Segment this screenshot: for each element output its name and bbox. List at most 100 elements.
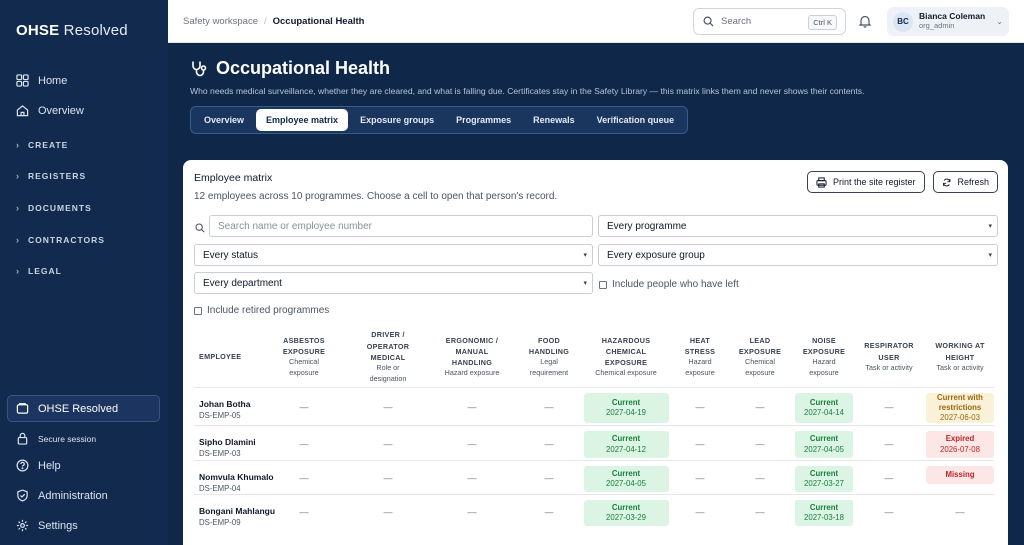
global-search[interactable]: Search Ctrl K	[693, 8, 846, 35]
programme-select[interactable]: Every programme ▾	[598, 215, 998, 237]
chevron-down-icon: ▾	[988, 223, 992, 230]
breadcrumb-link[interactable]: Safety workspace	[183, 16, 258, 27]
tab-renewals[interactable]: Renewals	[533, 115, 575, 125]
department-select[interactable]: Every department ▾	[194, 272, 593, 294]
matrix-cell-empty[interactable]: —	[383, 507, 393, 517]
checkbox[interactable]	[194, 306, 202, 315]
matrix-cell-current[interactable]: Current 2027-04-12	[583, 431, 669, 458]
checkbox[interactable]	[599, 280, 607, 289]
printer-icon	[816, 176, 827, 188]
matrix-cell-empty[interactable]: —	[695, 473, 705, 483]
matrix-cell-empty[interactable]: —	[299, 507, 309, 517]
sidebar: OHSE Resolved Home Overview › CREATE › REG…	[0, 0, 168, 545]
page-title: Occupational Health	[216, 58, 391, 78]
sidebar-item-home[interactable]: Home	[16, 74, 67, 87]
tab-exposure-groups[interactable]: Exposure groups	[360, 115, 435, 125]
matrix-cell-empty[interactable]: —	[383, 438, 393, 449]
matrix-cell-current[interactable]: Current 2027-04-14	[795, 393, 853, 423]
matrix-cell-empty[interactable]: —	[467, 473, 477, 483]
refresh-button[interactable]: Refresh	[933, 171, 998, 193]
matrix-cell-empty[interactable]: —	[755, 438, 765, 449]
matrix-cell-empty[interactable]: —	[544, 402, 554, 412]
sidebar-section-create[interactable]: › CREATE	[16, 140, 69, 150]
tab-overview[interactable]: Overview	[204, 115, 245, 125]
sidebar-section-registers[interactable]: › REGISTERS	[16, 171, 87, 181]
panel-title: Employee matrix	[194, 172, 273, 184]
employee-search-input[interactable]: Search name or employee number	[209, 215, 593, 237]
matrix-cell-empty[interactable]: —	[884, 507, 894, 517]
page-subtitle: Who needs medical surveillance, whether …	[190, 86, 865, 96]
employee-name[interactable]: Nomvula Khumalo	[199, 472, 274, 482]
include-left-checkbox[interactable]: Include people who have left	[599, 279, 739, 290]
user-menu[interactable]: BC Bianca Coleman org_admin ⌄	[887, 7, 1009, 36]
sidebar-item-label: Home	[38, 74, 68, 87]
print-register-button[interactable]: Print the site register	[807, 171, 925, 193]
matrix-cell-empty[interactable]: —	[299, 473, 309, 483]
matrix-cell-empty[interactable]: —	[884, 402, 894, 412]
column-header[interactable]: FOOD HANDLING Legal requirement	[528, 336, 570, 378]
matrix-cell-current[interactable]: Current 2027-04-19	[583, 393, 669, 423]
column-header[interactable]: HAZARDOUS CHEMICAL EXPOSURE Chemical exposu…	[595, 335, 657, 378]
sidebar-item-overview[interactable]: Overview	[16, 104, 84, 117]
matrix-cell-current[interactable]: Current 2027-04-05	[795, 431, 853, 458]
matrix-cell-restrict[interactable]: Current with restrictions 2027-06-03	[926, 393, 994, 423]
matrix-cell-empty[interactable]: —	[695, 402, 705, 412]
status-select[interactable]: Every status ▾	[194, 244, 593, 266]
bell-icon[interactable]	[858, 14, 872, 28]
column-header[interactable]: ERGONOMIC / MANUAL HANDLING Hazard exposure	[444, 335, 500, 378]
home-icon	[16, 105, 29, 117]
sidebar-section-contractors[interactable]: › CONTRACTORS	[16, 235, 105, 245]
matrix-cell-empty[interactable]: —	[544, 507, 554, 517]
matrix-cell-empty[interactable]: —	[755, 473, 765, 483]
column-header[interactable]: RESPIRATOR USER Task or activity	[864, 341, 914, 372]
matrix-cell-empty[interactable]: —	[299, 438, 309, 449]
sidebar-section-documents[interactable]: › DOCUMENTS	[16, 203, 92, 213]
matrix-cell-empty[interactable]: —	[955, 507, 965, 517]
tab-verification-queue[interactable]: Verification queue	[596, 115, 675, 125]
matrix-cell-empty[interactable]: —	[467, 507, 477, 517]
org-switcher[interactable]: OHSE Resolved	[7, 395, 160, 422]
employee-name[interactable]: Bongani Mahlangu	[199, 506, 276, 516]
tab-programmes[interactable]: Programmes	[456, 115, 512, 125]
matrix-cell-empty[interactable]: —	[884, 438, 894, 449]
column-header[interactable]: LEAD EXPOSURE Chemical exposure	[738, 336, 782, 378]
matrix-cell-empty[interactable]: —	[544, 473, 554, 483]
employee-number: DS-EMP-04	[199, 484, 241, 493]
matrix-cell-empty[interactable]: —	[467, 402, 477, 412]
matrix-cell-current[interactable]: Current 2027-03-29	[583, 500, 669, 526]
tab-employee-matrix[interactable]: Employee matrix	[256, 109, 349, 131]
sidebar-item-help[interactable]: Help	[16, 459, 61, 472]
matrix-cell-empty[interactable]: —	[467, 438, 477, 449]
matrix-cell-empty[interactable]: —	[755, 507, 765, 517]
matrix-cell-empty[interactable]: —	[544, 438, 554, 449]
matrix-cell-empty[interactable]: —	[695, 438, 705, 449]
employee-number: DS-EMP-03	[199, 449, 241, 458]
employee-name[interactable]: Sipho Dlamini	[199, 437, 256, 447]
chevron-right-icon: ›	[16, 266, 20, 276]
employee-name[interactable]: Johan Botha	[199, 399, 251, 409]
sidebar-item-settings[interactable]: Settings	[16, 519, 78, 532]
brand-logo[interactable]: OHSE Resolved	[16, 22, 128, 39]
matrix-cell-current[interactable]: Current 2027-03-18	[795, 500, 853, 526]
matrix-cell-missing[interactable]: Missing	[926, 466, 994, 484]
matrix-cell-current[interactable]: Current 2027-04-05	[583, 466, 669, 492]
matrix-cell-empty[interactable]: —	[884, 473, 894, 483]
matrix-cell-expired[interactable]: Expired 2026-07-08	[926, 431, 994, 458]
column-header[interactable]: HEAT STRESS Hazard exposure	[684, 336, 716, 378]
exposure-group-select[interactable]: Every exposure group ▾	[598, 244, 998, 266]
sidebar-item-administration[interactable]: Administration	[16, 489, 108, 502]
matrix-cell-empty[interactable]: —	[299, 402, 309, 412]
matrix-cell-empty[interactable]: —	[695, 507, 705, 517]
column-header[interactable]: WORKING AT HEIGHT Task or activity	[935, 341, 985, 372]
matrix-cell-empty[interactable]: —	[383, 473, 393, 483]
column-header[interactable]: DRIVER / OPERATOR MEDICAL Role or designatio…	[366, 330, 410, 383]
include-retired-checkbox[interactable]: Include retired programmes	[194, 305, 329, 316]
matrix-cell-current[interactable]: Current 2027-03-27	[795, 466, 853, 492]
column-header[interactable]: NOISE EXPOSURE Hazard exposure	[802, 336, 846, 378]
matrix-cell-empty[interactable]: —	[383, 402, 393, 412]
sidebar-item-label: Administration	[38, 489, 108, 502]
keyboard-shortcut: Ctrl K	[808, 15, 837, 30]
column-header[interactable]: ASBESTOS EXPOSURE Chemical exposure	[282, 336, 326, 378]
sidebar-section-legal[interactable]: › LEGAL	[16, 266, 62, 276]
matrix-cell-empty[interactable]: —	[755, 402, 765, 412]
